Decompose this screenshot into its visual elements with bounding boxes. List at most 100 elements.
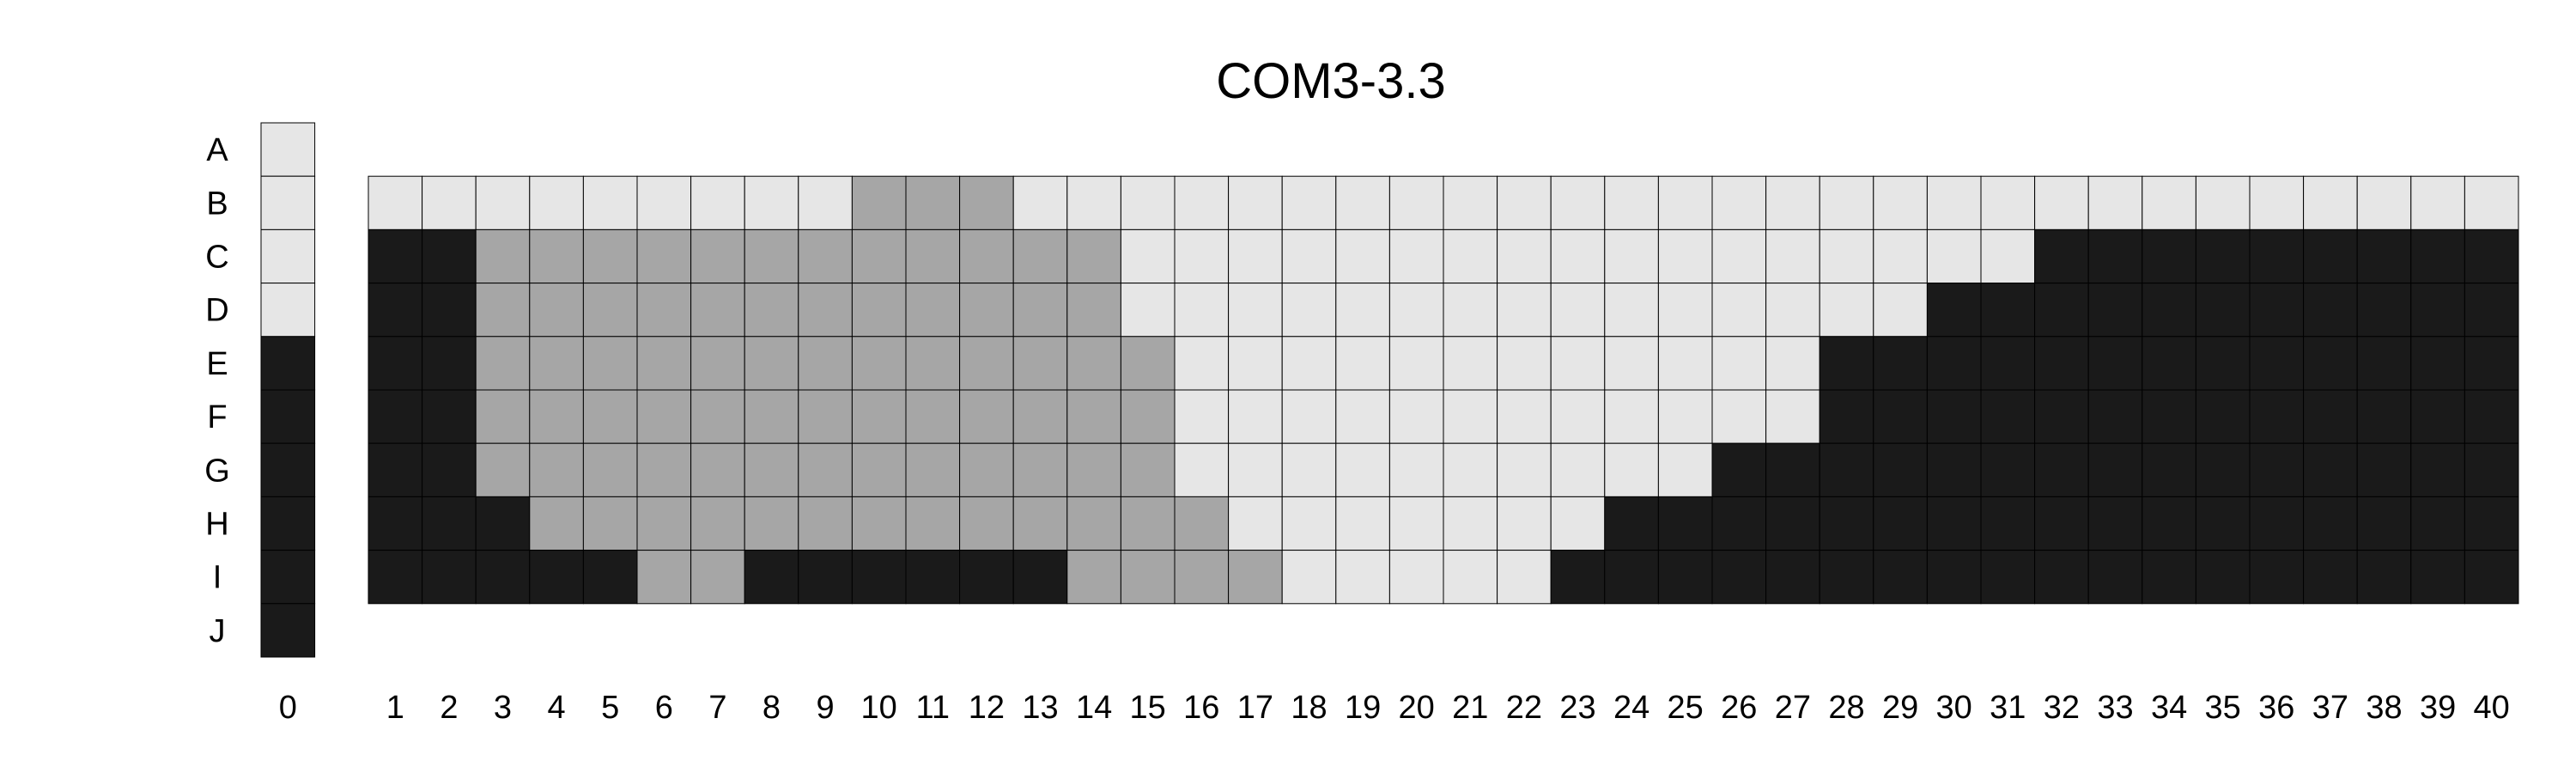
- heatmap-cell: [2142, 442, 2196, 497]
- heatmap-cell: [1657, 336, 1713, 391]
- heatmap-cell: [1443, 336, 1498, 391]
- heatmap-cell: [1228, 496, 1283, 551]
- heatmap-cell: [2410, 550, 2465, 605]
- heatmap-cell: [1120, 336, 1176, 391]
- heatmap-cell: [1066, 550, 1121, 605]
- heatmap-cell: [368, 550, 423, 605]
- heatmap-cell: [1550, 336, 1606, 391]
- heatmap-cell: [1388, 228, 1444, 284]
- heatmap-cell: [1926, 228, 1982, 284]
- heatmap-cell: [2249, 283, 2305, 338]
- heatmap-cell: [2464, 496, 2519, 551]
- heatmap-cell: [1604, 336, 1659, 391]
- heatmap-cell: [2034, 442, 2089, 497]
- heatmap-cell: [851, 389, 907, 444]
- heatmap-cell: [1443, 228, 1498, 284]
- heatmap-cell: [582, 496, 638, 551]
- heatmap-cell: [636, 389, 692, 444]
- heatmap-cell: [1873, 175, 1928, 230]
- heatmap-cell: [529, 496, 584, 551]
- heatmap-cell: [2249, 389, 2305, 444]
- heatmap-cell: [2356, 496, 2412, 551]
- heatmap-cell: [1497, 442, 1552, 497]
- heatmap-cell: [690, 228, 745, 284]
- heatmap-cell: [582, 175, 638, 230]
- heatmap-cell: [1926, 336, 1982, 391]
- heatmap-cell: [959, 550, 1014, 605]
- heatmap-cell: [1765, 550, 1820, 605]
- row-label: C: [205, 240, 228, 276]
- heatmap-cell: [1335, 283, 1390, 338]
- heatmap-cell: [1926, 496, 1982, 551]
- column-label: 34: [2151, 690, 2187, 726]
- column-label: 28: [1828, 690, 1864, 726]
- column-label: 20: [1399, 690, 1435, 726]
- heatmap-cell: [2087, 336, 2143, 391]
- heatmap-cell: [1174, 228, 1230, 284]
- heatmap-cell: [1497, 175, 1552, 230]
- heatmap-cell: [905, 175, 961, 230]
- heatmap-cell: [1228, 442, 1283, 497]
- heatmap-cell: [1926, 175, 1982, 230]
- column-label: 30: [1936, 690, 1972, 726]
- heatmap-cell: [2464, 175, 2519, 230]
- heatmap-cell: [1228, 389, 1283, 444]
- heatmap-cell: [368, 283, 423, 338]
- heatmap-cell: [368, 442, 423, 497]
- heatmap-cell: [1066, 389, 1121, 444]
- column-label: 12: [969, 690, 1005, 726]
- heatmap-cell: [1657, 228, 1713, 284]
- heatmap-cell: [422, 228, 477, 284]
- heatmap-cell: [1550, 550, 1606, 605]
- heatmap-cell: [1657, 389, 1713, 444]
- heatmap-cell: [1657, 175, 1713, 230]
- heatmap-cell: [2356, 228, 2412, 284]
- heatmap-cell: [2195, 389, 2251, 444]
- heatmap-cell: [1174, 283, 1230, 338]
- heatmap-cell: [529, 389, 584, 444]
- heatmap-cell: [1066, 228, 1121, 284]
- heatmap-cell: [2249, 336, 2305, 391]
- column-label: 21: [1452, 690, 1488, 726]
- reference-cell: [260, 122, 316, 177]
- heatmap-cell: [905, 228, 961, 284]
- heatmap-cell: [1066, 442, 1121, 497]
- heatmap-cell: [1711, 496, 1767, 551]
- heatmap-cell: [1819, 283, 1874, 338]
- column-label: 35: [2205, 690, 2241, 726]
- heatmap-cell: [2195, 496, 2251, 551]
- heatmap-cell: [1711, 283, 1767, 338]
- heatmap-cell: [2410, 283, 2465, 338]
- heatmap-cell: [1497, 550, 1552, 605]
- reference-cell: [260, 496, 316, 551]
- heatmap-cell: [2410, 496, 2465, 551]
- heatmap-cell: [2410, 389, 2465, 444]
- column-label: 27: [1775, 690, 1811, 726]
- heatmap-cell: [1873, 283, 1928, 338]
- heatmap-cell: [905, 550, 961, 605]
- column-label: 38: [2366, 690, 2402, 726]
- heatmap-cell: [1388, 336, 1444, 391]
- heatmap-cell: [1980, 550, 2036, 605]
- column-label: 7: [708, 690, 726, 726]
- heatmap-cell: [2464, 336, 2519, 391]
- heatmap-cell: [1388, 389, 1444, 444]
- heatmap-cell: [1120, 175, 1176, 230]
- heatmap-cell: [1980, 442, 2036, 497]
- heatmap-cell: [1819, 496, 1874, 551]
- heatmap-cell: [1228, 283, 1283, 338]
- heatmap-cell: [422, 336, 477, 391]
- heatmap-cell: [2142, 550, 2196, 605]
- column-label: 16: [1183, 690, 1219, 726]
- heatmap-cell: [2034, 283, 2089, 338]
- heatmap-cell: [1120, 283, 1176, 338]
- heatmap-cell: [2249, 228, 2305, 284]
- heatmap-cell: [636, 336, 692, 391]
- heatmap-cell: [744, 550, 799, 605]
- heatmap-cell: [744, 496, 799, 551]
- heatmap-cell: [1873, 336, 1928, 391]
- heatmap-cell: [798, 550, 853, 605]
- column-label: 23: [1559, 690, 1595, 726]
- reference-cell: [260, 603, 316, 658]
- heatmap-cell: [1120, 389, 1176, 444]
